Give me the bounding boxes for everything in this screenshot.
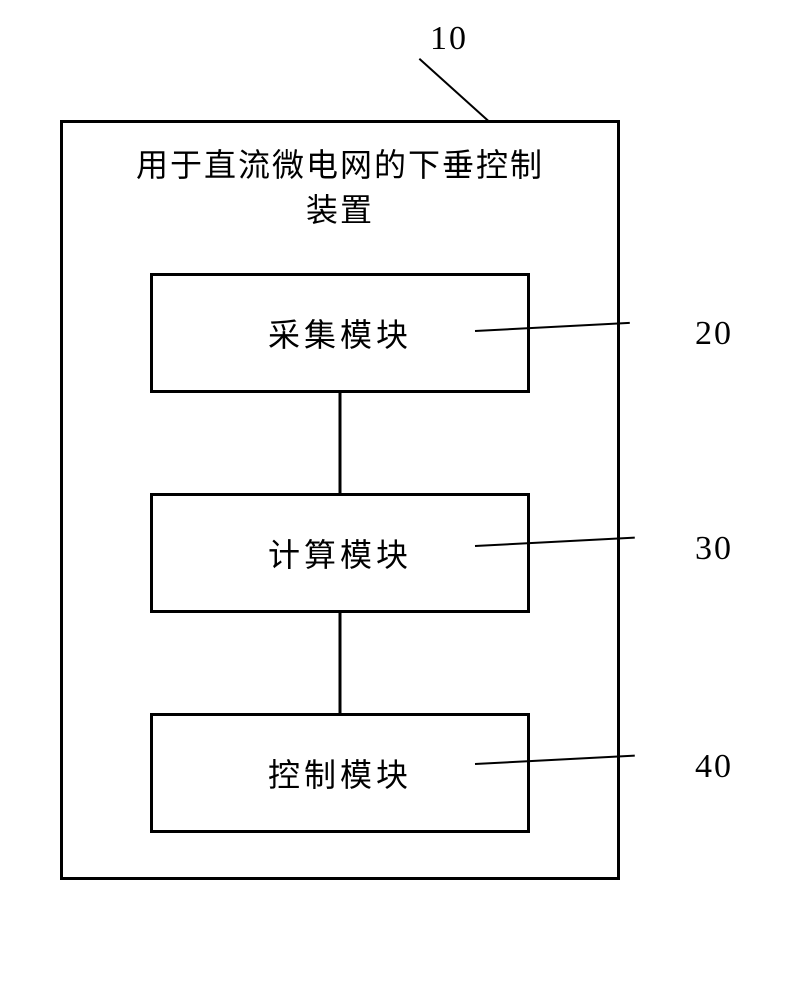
module-box-calculation: 计算模块 [150, 493, 530, 613]
outer-label-10: 10 [430, 20, 468, 58]
module-label-num-40: 40 [695, 748, 733, 786]
module-label-3: 控制模块 [268, 750, 412, 796]
module-label-num-30: 30 [695, 530, 733, 568]
title-line-2: 装置 [306, 192, 374, 228]
module-label-num-20: 20 [695, 315, 733, 353]
title-line-1: 用于直流微电网的下垂控制 [136, 147, 544, 183]
connector-2-3 [339, 613, 342, 713]
diagram-title: 用于直流微电网的下垂控制 装置 [63, 123, 617, 243]
module-label-2: 计算模块 [268, 530, 412, 576]
connector-1-2 [339, 393, 342, 493]
module-box-acquisition: 采集模块 [150, 273, 530, 393]
module-label-1: 采集模块 [268, 310, 412, 356]
outer-container-box: 用于直流微电网的下垂控制 装置 采集模块 计算模块 控制模块 [60, 120, 620, 880]
module-box-control: 控制模块 [150, 713, 530, 833]
